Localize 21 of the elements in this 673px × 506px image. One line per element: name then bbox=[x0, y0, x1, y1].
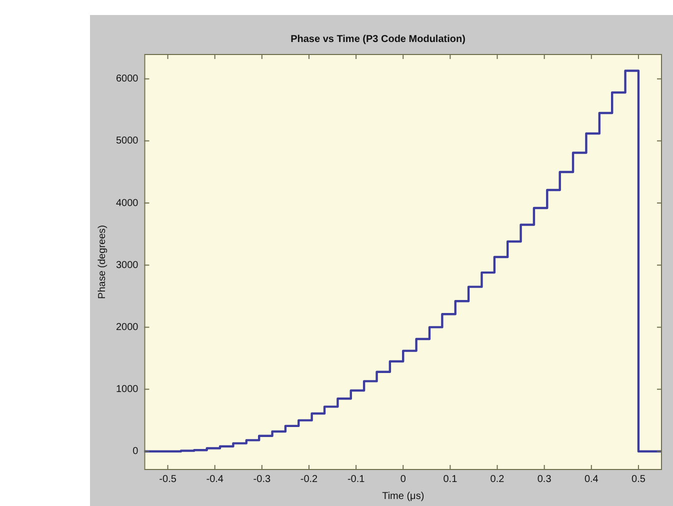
y-tick-label: 3000 bbox=[116, 260, 139, 271]
y-tick-label: 2000 bbox=[116, 322, 139, 333]
x-axis-title: Time (μs) bbox=[382, 490, 424, 502]
x-tick-label: -0.5 bbox=[159, 474, 177, 485]
y-tick-label: 1000 bbox=[116, 384, 139, 396]
x-tick-label: -0.3 bbox=[253, 474, 271, 485]
x-tick-label: 0.5 bbox=[632, 474, 646, 485]
y-tick-label: 0 bbox=[132, 446, 139, 458]
x-tick-label: -0.2 bbox=[300, 474, 318, 485]
x-tick-label: 0.4 bbox=[584, 474, 599, 485]
x-tick-label: 0.2 bbox=[490, 474, 505, 485]
y-tick-label: 6000 bbox=[116, 74, 139, 85]
x-tick-label: 0.3 bbox=[537, 474, 552, 485]
x-tick-label: 0.1 bbox=[443, 474, 458, 485]
x-tick-label: -0.1 bbox=[347, 474, 366, 485]
chart-title: Phase vs Time (P3 Code Modulation) bbox=[290, 34, 466, 45]
y-tick-label: 4000 bbox=[116, 198, 139, 209]
y-axis-title: Phase (degrees) bbox=[96, 225, 108, 299]
y-tick-label: 5000 bbox=[116, 136, 139, 147]
x-tick-label: 0 bbox=[400, 474, 406, 485]
x-tick-label: -0.4 bbox=[206, 474, 224, 485]
